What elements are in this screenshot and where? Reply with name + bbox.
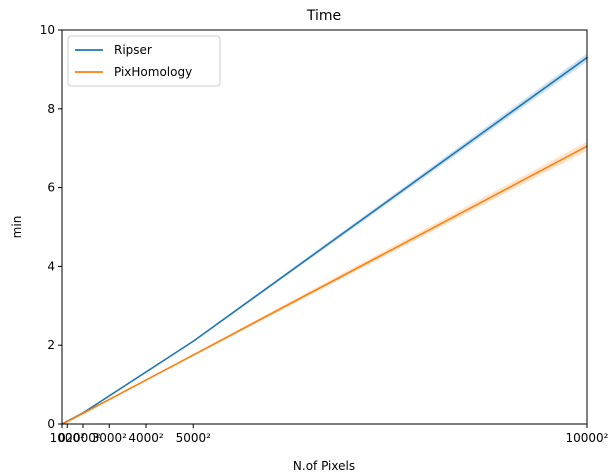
legend-label: Ripser (114, 43, 152, 57)
y-tick-label: 2 (47, 338, 55, 352)
data-point-pixhomology (66, 420, 69, 423)
x-axis-label: N.of Pixels (293, 459, 355, 473)
x-tick-label: 3000² (92, 431, 128, 445)
data-point-pixhomology (82, 412, 84, 415)
series-line-pixhomology (61, 145, 588, 425)
y-axis: 0 2 4 6 8 10 (40, 23, 62, 431)
x-tick-label: 10000² (566, 431, 609, 445)
plot-frame (61, 29, 588, 425)
y-axis-label: min (10, 216, 24, 239)
plot-area (61, 53, 588, 425)
legend: Ripser PixHomology (67, 35, 221, 87)
y-tick-label: 6 (47, 181, 55, 195)
y-tick-label: 0 (47, 417, 55, 431)
legend-box (67, 35, 221, 87)
series-band-ripser (62, 53, 587, 424)
x-tick-label: 4000² (128, 431, 164, 445)
y-tick-label: 4 (47, 259, 55, 273)
data-point-pixhomology (192, 354, 195, 356)
x-tick-label: 5000² (176, 431, 212, 445)
y-tick-label: 10 (40, 23, 55, 37)
x-tick-label: 1000² (50, 431, 86, 445)
legend-label: PixHomology (114, 65, 192, 79)
chart-title: Time (306, 8, 341, 24)
y-tick-label: 8 (47, 102, 55, 116)
series-band-pixhomology (62, 141, 587, 424)
data-point-ripser (192, 340, 195, 343)
x-tick-label: 0 (58, 431, 66, 445)
x-tick-label: 2000² (65, 431, 101, 445)
